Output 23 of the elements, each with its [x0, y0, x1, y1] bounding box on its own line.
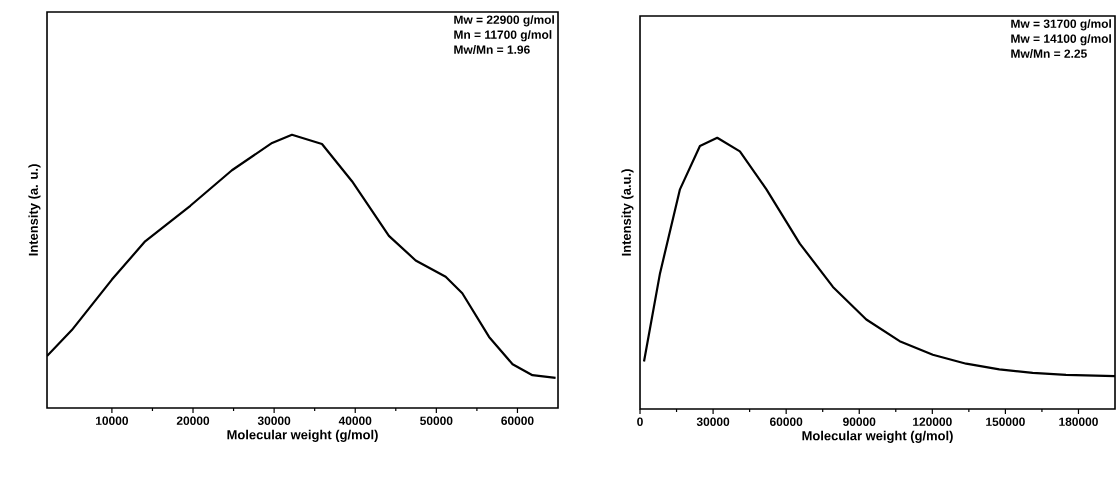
x-tick-label: 20000	[176, 416, 210, 425]
x-tick-label: 120000	[913, 417, 952, 426]
text: Mw = 14100 g/mol	[1011, 34, 1111, 46]
x-tick-label: 50000	[420, 416, 453, 425]
x-axis-title: Molecular weight (g/mol)	[802, 430, 953, 443]
text: Mw = 22900 g/mol	[454, 15, 554, 27]
y-axis-title: Intensity (a.u.)	[621, 169, 634, 256]
x-tick-label: 150000	[986, 417, 1025, 426]
x-tick-label: 60000	[769, 417, 803, 426]
x-tick-label: 90000	[843, 417, 876, 426]
y-axis-title: Intensity (a. u.)	[28, 164, 41, 256]
x-tick-label: 30000	[696, 417, 730, 426]
x-tick-label: 180000	[1059, 417, 1098, 426]
x-tick-label: 30000	[257, 416, 291, 425]
x-tick-label: 10000	[96, 416, 129, 425]
text: Mw/Mn = 2.25	[1011, 49, 1087, 58]
x-axis-title: Molecular weight (g/mol)	[227, 429, 378, 442]
x-tick-label: 0	[637, 417, 643, 426]
text: Mw = 31700 g/mol	[1011, 19, 1111, 31]
text: Mn = 11700 g/mol	[454, 30, 552, 42]
text: Mw/Mn = 1.96	[454, 45, 530, 54]
x-tick-label: 60000	[501, 416, 534, 425]
x-tick-label: 40000	[338, 416, 372, 425]
